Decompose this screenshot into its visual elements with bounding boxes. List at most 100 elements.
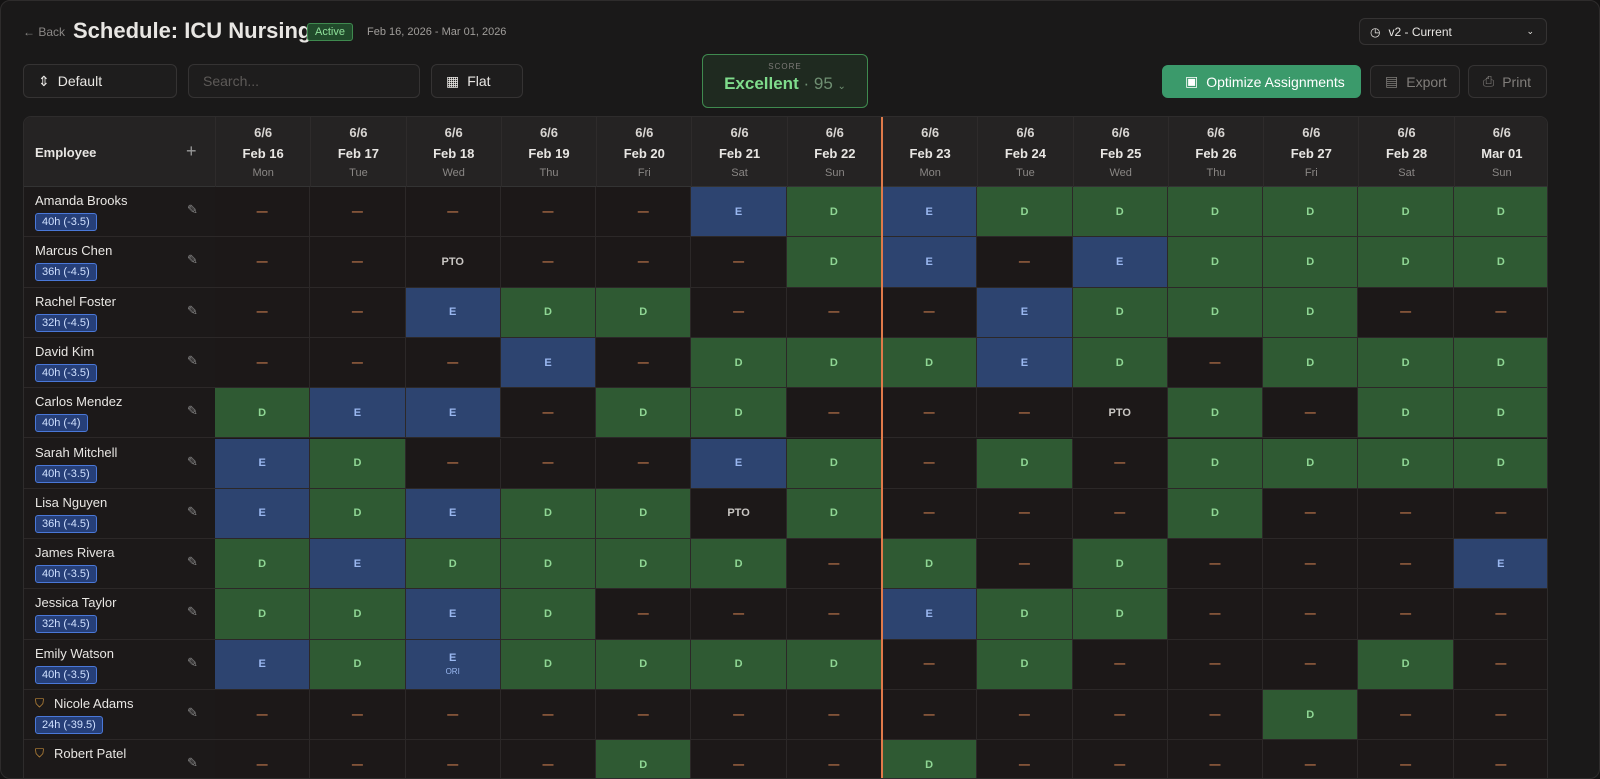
shift-cell[interactable]: — [1358,690,1454,741]
shift-cell[interactable]: D [1358,388,1454,439]
shift-cell[interactable]: D [1072,187,1168,238]
shift-cell[interactable]: — [215,690,311,741]
shift-cell[interactable]: E [310,388,406,439]
shift-cell[interactable]: E [405,488,501,540]
shift-cell[interactable]: — [977,740,1073,778]
shift-cell[interactable]: D [1167,287,1264,338]
shift-cell[interactable]: D [691,337,787,389]
shift-cell[interactable]: D [882,337,978,389]
edit-button[interactable]: ✎ [187,302,198,318]
shift-cell[interactable]: E [215,488,311,540]
shift-cell[interactable]: D [596,287,692,338]
shift-cell[interactable]: — [310,690,406,741]
shift-cell[interactable]: D [1167,388,1264,439]
shift-cell[interactable]: D [1167,187,1264,238]
shift-cell[interactable]: E [977,337,1073,389]
shift-cell[interactable]: E [215,639,311,690]
shift-cell[interactable]: — [1072,438,1168,489]
shift-cell[interactable]: — [786,539,882,590]
shift-cell[interactable]: — [405,690,501,741]
shift-cell[interactable]: — [1263,589,1359,640]
shift-cell[interactable]: D [596,740,692,778]
shift-cell[interactable]: — [1453,639,1547,690]
shift-cell[interactable]: D [1167,237,1264,288]
shift-cell[interactable]: — [215,237,311,288]
shift-cell[interactable]: — [977,539,1073,590]
shift-cell[interactable]: D [1167,488,1264,540]
shift-cell[interactable]: E [405,388,501,439]
shift-cell[interactable]: — [882,690,978,741]
shift-cell[interactable]: D [882,539,978,590]
shift-cell[interactable]: — [596,337,692,389]
shift-cell[interactable]: — [1167,690,1264,741]
shift-cell[interactable]: — [1167,639,1264,690]
shift-cell[interactable]: D [786,187,882,238]
view-select[interactable]: ⇕ Default [23,64,177,98]
shift-cell[interactable]: — [1263,388,1359,439]
shift-cell[interactable]: — [977,690,1073,741]
shift-cell[interactable]: D [1453,438,1547,489]
shift-cell[interactable]: D [1358,187,1454,238]
shift-cell[interactable]: — [500,237,597,288]
edit-button[interactable]: ✎ [187,252,198,268]
shift-cell[interactable]: D [691,639,787,690]
shift-cell[interactable]: D [786,438,882,489]
shift-cell[interactable]: E [1453,539,1547,590]
optimize-button[interactable]: ▣ Optimize Assignments [1162,65,1361,98]
shift-cell[interactable]: D [882,740,978,778]
shift-cell[interactable]: — [405,438,501,489]
shift-cell[interactable]: — [1453,690,1547,741]
shift-cell[interactable]: — [691,237,787,288]
shift-cell[interactable]: E [500,337,597,389]
shift-cell[interactable]: D [786,337,882,389]
shift-cell[interactable]: D [500,589,597,640]
shift-cell[interactable]: D [405,539,501,590]
shift-cell[interactable]: E ORI [405,639,501,690]
shift-cell[interactable]: — [1358,740,1454,778]
shift-cell[interactable]: — [596,237,692,288]
shift-cell[interactable]: — [405,337,501,389]
shift-cell[interactable]: PTO [405,237,501,288]
shift-cell[interactable]: — [1167,589,1264,640]
edit-button[interactable]: ✎ [187,352,198,368]
shift-cell[interactable]: D [1358,237,1454,288]
shift-cell[interactable]: D [500,287,597,338]
shift-cell[interactable]: — [786,589,882,640]
shift-cell[interactable]: D [786,639,882,690]
shift-cell[interactable]: D [310,589,406,640]
shift-cell[interactable]: — [310,237,406,288]
shift-cell[interactable]: D [977,187,1073,238]
shift-cell[interactable]: — [310,337,406,389]
shift-cell[interactable]: — [882,488,978,540]
add-employee[interactable]: + [186,141,197,161]
shift-cell[interactable]: D [310,488,406,540]
shift-cell[interactable]: — [1453,740,1547,778]
shift-cell[interactable]: — [596,589,692,640]
shift-cell[interactable]: — [1358,539,1454,590]
shift-cell[interactable]: E [882,237,978,288]
shift-cell[interactable]: D [1263,187,1359,238]
edit-button[interactable]: ✎ [187,554,198,570]
shift-cell[interactable]: D [596,639,692,690]
shift-cell[interactable]: D [691,388,787,439]
shift-cell[interactable]: — [691,740,787,778]
shift-cell[interactable]: — [1453,589,1547,640]
shift-cell[interactable]: — [1453,287,1547,338]
edit-button[interactable]: ✎ [187,654,198,670]
shift-cell[interactable]: D [691,539,787,590]
shift-cell[interactable]: — [882,287,978,338]
edit-button[interactable]: ✎ [187,403,198,419]
shift-cell[interactable]: — [882,388,978,439]
shift-cell[interactable]: — [1263,488,1359,540]
shift-cell[interactable]: — [786,388,882,439]
shift-cell[interactable]: D [1263,287,1359,338]
shift-cell[interactable]: D [1358,639,1454,690]
edit-button[interactable]: ✎ [187,202,198,217]
edit-button[interactable]: ✎ [187,453,198,469]
shift-cell[interactable]: — [1263,740,1359,778]
shift-cell[interactable]: D [215,539,311,590]
shift-cell[interactable]: D [1072,287,1168,338]
shift-cell[interactable]: — [691,690,787,741]
back-link[interactable]: ← Back [23,25,66,39]
shift-cell[interactable]: D [1167,438,1264,489]
